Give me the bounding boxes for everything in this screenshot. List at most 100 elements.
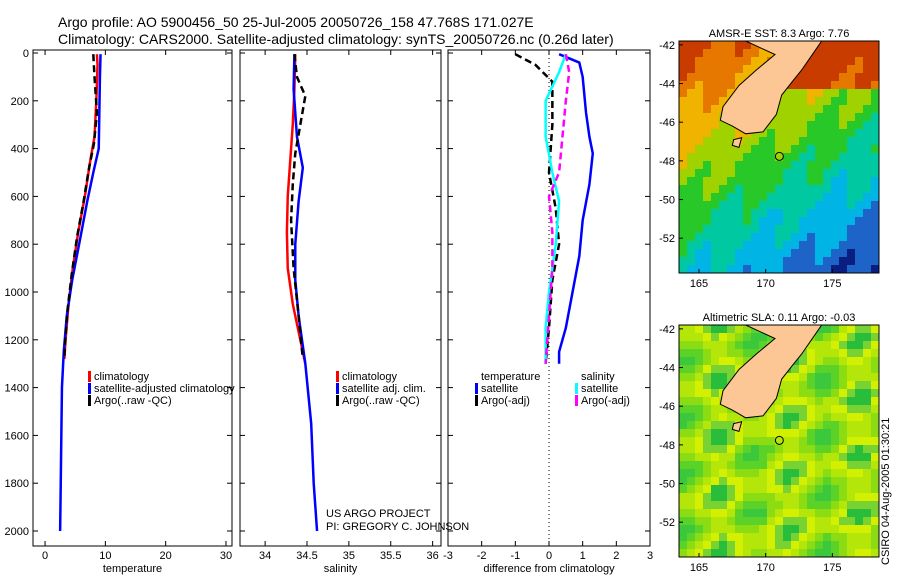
map-cell: [759, 153, 767, 161]
figure-title-line1: Argo profile: AO 5900456_50 25-Jul-2005 …: [58, 14, 534, 30]
map-cell: [839, 533, 847, 541]
map-cell: [839, 373, 847, 381]
map-cell: [863, 501, 871, 509]
map-cell: [695, 49, 703, 57]
map-cell: [863, 81, 871, 89]
map-cell: [703, 177, 711, 185]
map-cell: [711, 421, 719, 429]
map-cell: [831, 477, 839, 485]
map-cell: [871, 389, 879, 397]
map-cell: [767, 445, 775, 453]
map-cell: [831, 421, 839, 429]
map-cell: [759, 193, 767, 201]
map-cell: [711, 493, 719, 501]
map-cell: [695, 541, 703, 549]
map-cell: [807, 469, 815, 477]
map-cell: [695, 349, 703, 357]
map-cell: [855, 97, 863, 105]
map-cell: [831, 333, 839, 341]
map-cell: [703, 397, 711, 405]
map-cell: [847, 137, 855, 145]
map-cell: [719, 161, 727, 169]
map-cell: [855, 217, 863, 225]
map-cell: [871, 477, 879, 485]
map-cell: [871, 549, 879, 557]
map-cell: [719, 325, 727, 333]
map-cell: [743, 177, 751, 185]
map-cell: [679, 241, 687, 249]
map-cell: [743, 429, 751, 437]
map-cell: [871, 201, 879, 209]
map-cell: [799, 249, 807, 257]
map-cell: [791, 461, 799, 469]
map-cell: [871, 445, 879, 453]
map-cell: [735, 341, 743, 349]
map-cell: [855, 65, 863, 73]
map-cell: [679, 517, 687, 525]
map-cell: [847, 365, 855, 373]
map-cell: [823, 397, 831, 405]
map-cell: [807, 493, 815, 501]
map-cell: [863, 209, 871, 217]
map-cell: [807, 525, 815, 533]
map-cell: [815, 437, 823, 445]
map-cell: [727, 333, 735, 341]
map-cell: [711, 461, 719, 469]
series-line-satellite-adj-clim-: [292, 54, 319, 532]
map-cell: [839, 413, 847, 421]
map-cell: [743, 201, 751, 209]
map-cell: [767, 233, 775, 241]
map-cell: [831, 341, 839, 349]
map-cell: [751, 421, 759, 429]
map-cell: [799, 405, 807, 413]
map-cell: [823, 437, 831, 445]
map-cell: [703, 477, 711, 485]
map-cell: [703, 525, 711, 533]
map-cell: [863, 413, 871, 421]
map-cell: [711, 65, 719, 73]
map-cell: [703, 381, 711, 389]
map-cell: [775, 525, 783, 533]
map-cell: [735, 549, 743, 557]
map-cell: [735, 193, 743, 201]
map-cell: [783, 265, 791, 273]
map-cell: [687, 105, 695, 113]
map-cell: [823, 57, 831, 65]
map-cell: [823, 509, 831, 517]
map-cell: [759, 161, 767, 169]
map-cell: [839, 541, 847, 549]
map-cell: [775, 509, 783, 517]
map-cell: [855, 373, 863, 381]
map-cell: [719, 225, 727, 233]
map-cell: [823, 341, 831, 349]
map-cell: [711, 249, 719, 257]
map-cell: [831, 201, 839, 209]
map-cell: [775, 193, 783, 201]
map-cell: [711, 49, 719, 57]
map-cell: [735, 445, 743, 453]
map-cell: [823, 145, 831, 153]
map-y-tick-label: -46: [659, 401, 675, 413]
map-cell: [863, 341, 871, 349]
map-cell: [759, 209, 767, 217]
map-cell: [703, 137, 711, 145]
map-cell: [775, 225, 783, 233]
map-cell: [823, 257, 831, 265]
map-cell: [799, 357, 807, 365]
map-cell: [703, 453, 711, 461]
map-cell: [783, 413, 791, 421]
map-cell: [727, 241, 735, 249]
map-cell: [847, 57, 855, 65]
map-y-tick-label: -52: [659, 233, 675, 245]
map-cell: [815, 209, 823, 217]
map-cell: [815, 161, 823, 169]
map-cell: [719, 41, 727, 49]
map-cell: [823, 405, 831, 413]
stewart-island-land: [731, 420, 743, 432]
map-cell: [823, 65, 831, 73]
map-cell: [863, 217, 871, 225]
map-cell: [703, 517, 711, 525]
map-cell: [727, 493, 735, 501]
map-cell: [823, 209, 831, 217]
map-cell: [783, 541, 791, 549]
